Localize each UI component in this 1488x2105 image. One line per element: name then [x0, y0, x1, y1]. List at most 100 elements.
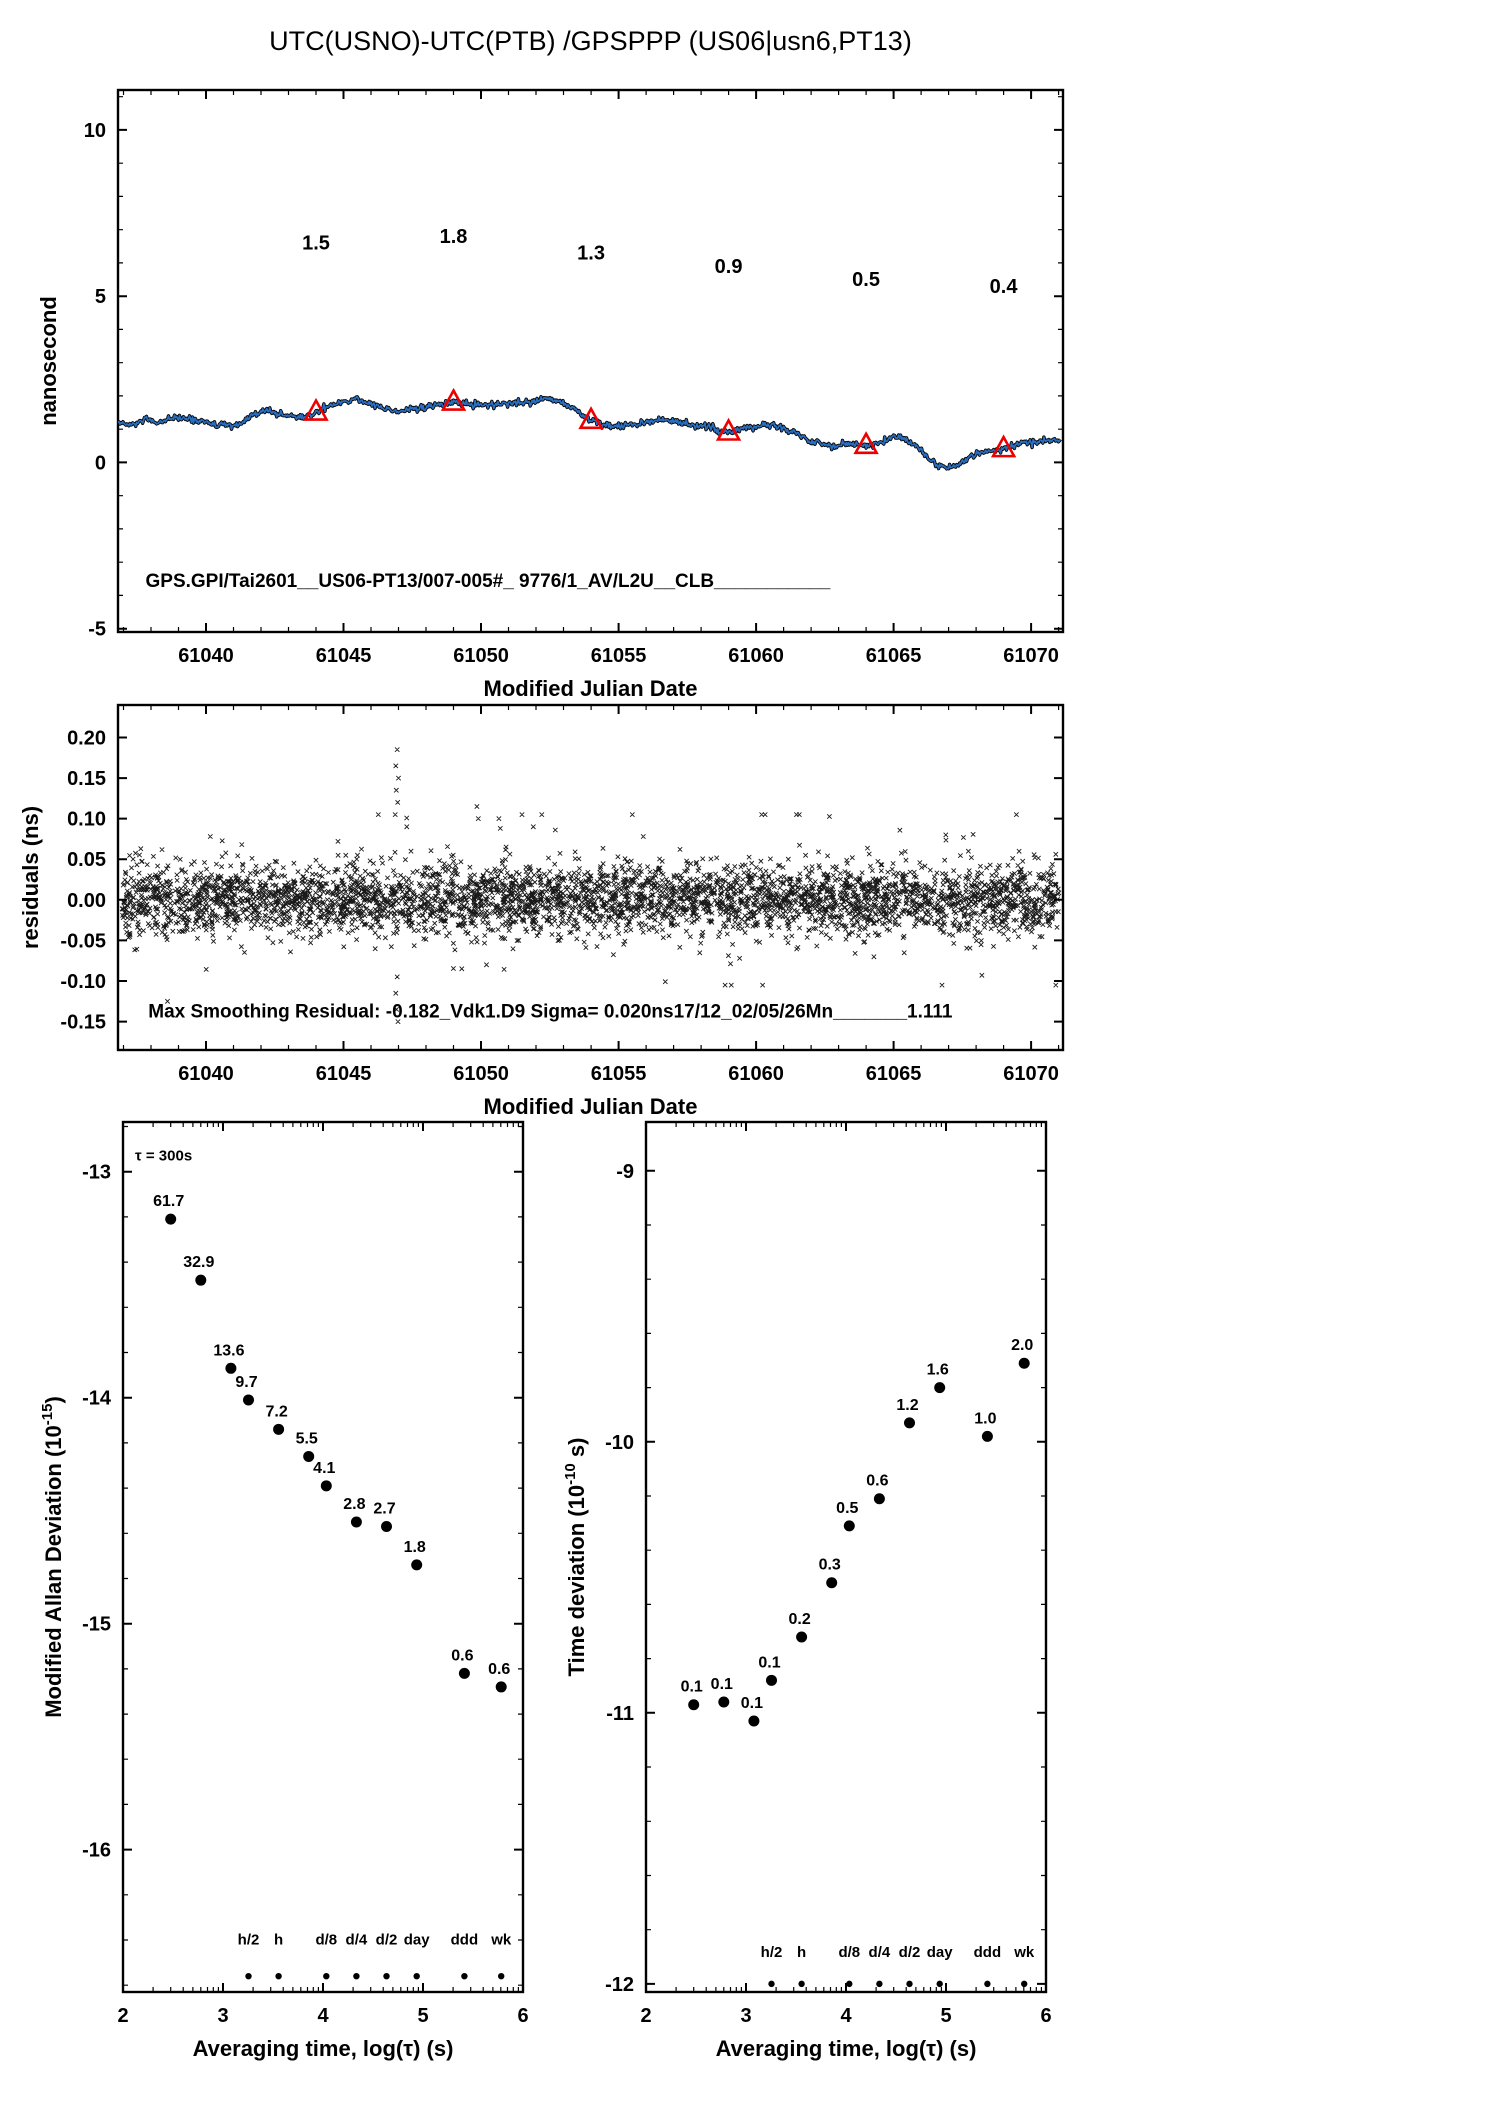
plot-frame — [116, 88, 1065, 634]
period-label: day — [404, 1932, 431, 1949]
residual-scatter — [119, 747, 1062, 1025]
mdev-chart: 2 3 4 5 6 -13 -14 -15 -16 Averaging time, log(τ) … — [39, 1120, 529, 2061]
residuals-chart: 61040 61045 61050 61055 61060 61065 61070 0.20 0… — [18, 703, 1065, 1119]
x-tick-label: 61065 — [866, 645, 922, 667]
calibration-triangle-marker — [990, 434, 1017, 458]
y-tick-label: 0 — [95, 452, 106, 474]
x-tick-label: 6 — [517, 2005, 528, 2027]
point-value-label: 0.1 — [681, 1679, 703, 1696]
period-dot — [413, 1972, 420, 1980]
point-value-label: 61.7 — [153, 1193, 184, 1210]
data-point — [688, 1699, 700, 1711]
data-point — [766, 1674, 777, 1686]
x-axis-label: Averaging time, log(τ) (s) — [193, 2036, 454, 2061]
x-tick-label: 61060 — [728, 1063, 784, 1085]
period-dot — [498, 1972, 505, 1980]
y-tick-label: 0.05 — [67, 849, 106, 871]
x-tick-label: 3 — [740, 2005, 751, 2027]
data-point — [273, 1423, 285, 1435]
data-point — [981, 1430, 993, 1442]
x-tick-label: 5 — [417, 2005, 428, 2027]
plot-frame — [116, 703, 1065, 1052]
period-dot — [936, 1980, 943, 1988]
y-tick-label: 0.00 — [67, 890, 106, 912]
point-value-label: 4.1 — [313, 1460, 335, 1477]
data-point — [718, 1696, 730, 1708]
x-tick-label: 2 — [117, 2005, 128, 2027]
period-label: d/4 — [869, 1944, 891, 1961]
y-tick-label: -0.10 — [60, 971, 106, 993]
chart-annotation: GPS.GPI/Tai2601__US06-PT13/007-005#_ 977… — [146, 571, 831, 592]
period-label: h — [797, 1944, 806, 1961]
x-tick-label: 61065 — [866, 1063, 922, 1085]
calibration-triangle-marker — [853, 431, 879, 455]
period-label: h — [274, 1932, 283, 1949]
x-axis-label: Modified Julian Date — [484, 676, 698, 701]
y-tick-label: 0.20 — [67, 727, 106, 749]
x-axis-label: Averaging time, log(τ) (s) — [716, 2036, 977, 2061]
data-point — [350, 1516, 362, 1528]
x-tick-label: 3 — [217, 2005, 228, 2027]
point-value-label: 32.9 — [183, 1254, 214, 1271]
data-point — [195, 1274, 207, 1286]
point-value-label: 13.6 — [213, 1342, 244, 1359]
data-point — [243, 1394, 254, 1406]
point-value-label: 0.1 — [741, 1695, 763, 1712]
phase-line-markers — [117, 395, 1062, 471]
y-tick-label: 5 — [95, 286, 106, 308]
x-tick-label: 5 — [940, 2005, 951, 2027]
period-dot — [353, 1972, 360, 1980]
period-label: wk — [490, 1932, 512, 1949]
period-label: d/2 — [376, 1932, 398, 1949]
y-tick-label: -0.15 — [60, 1012, 106, 1034]
x-tick-label: 61045 — [316, 1063, 372, 1085]
point-value-label: 0.1 — [711, 1676, 733, 1693]
x-tick-label: 61045 — [316, 645, 372, 667]
y-tick-label: -16 — [82, 1840, 111, 1862]
calibration-value-label: 1.8 — [440, 226, 468, 248]
period-dot — [245, 1972, 252, 1980]
y-tick-label: -11 — [606, 1703, 634, 1725]
calibration-triangle-marker — [303, 397, 329, 421]
period-dot — [984, 1980, 991, 1988]
point-value-label: 0.6 — [488, 1661, 510, 1678]
calibration-triangle-marker — [715, 417, 742, 441]
point-value-label: 1.2 — [896, 1397, 918, 1414]
chart-annotation: Max Smoothing Residual: -0.182_Vdk1.D9 S… — [148, 1002, 953, 1023]
y-tick-label: -13 — [82, 1162, 111, 1184]
x-axis-label: Modified Julian Date — [484, 1094, 698, 1119]
calibration-triangle-marker — [578, 406, 604, 430]
point-value-label: 0.1 — [758, 1654, 780, 1671]
y-axis-label: Modified Allan Deviation (10-15) — [39, 1396, 66, 1718]
point-value-label: 2.0 — [1011, 1337, 1033, 1354]
x-tick-label: 61060 — [728, 645, 784, 667]
y-axis-label: Time deviation (10-10 s) — [562, 1438, 589, 1677]
period-dot — [275, 1972, 282, 1980]
period-label: d/4 — [346, 1932, 368, 1949]
y-axis-label: nanosecond — [36, 296, 61, 426]
data-point — [843, 1520, 855, 1532]
point-value-label: 2.7 — [373, 1500, 395, 1517]
point-value-label: 2.8 — [343, 1496, 365, 1513]
data-point — [826, 1577, 838, 1589]
y-tick-label: -15 — [82, 1614, 111, 1636]
y-tick-label: -12 — [605, 1974, 634, 1996]
plot-frame — [121, 1120, 525, 1994]
x-tick-label: 4 — [317, 2005, 329, 2027]
period-dot — [876, 1980, 883, 1988]
major-ticks — [118, 90, 1063, 632]
point-value-label: 5.5 — [296, 1430, 318, 1447]
calibration-value-label: 0.9 — [715, 256, 743, 278]
y-tick-label: -10 — [605, 1432, 634, 1454]
figure-title: UTC(USNO)-UTC(PTB) /GPSPPP (US06|usn6,PT… — [269, 26, 912, 56]
y-tick-label: -9 — [616, 1161, 634, 1183]
y-tick-label: -14 — [82, 1388, 112, 1410]
plot-frame — [644, 1120, 1048, 1994]
period-label: d/8 — [838, 1944, 860, 1961]
x-tick-label: 61050 — [453, 645, 509, 667]
y-tick-label: -0.05 — [60, 930, 106, 952]
period-label: d/8 — [315, 1932, 337, 1949]
point-value-label: 9.7 — [235, 1374, 257, 1391]
period-label: ddd — [451, 1932, 479, 1949]
